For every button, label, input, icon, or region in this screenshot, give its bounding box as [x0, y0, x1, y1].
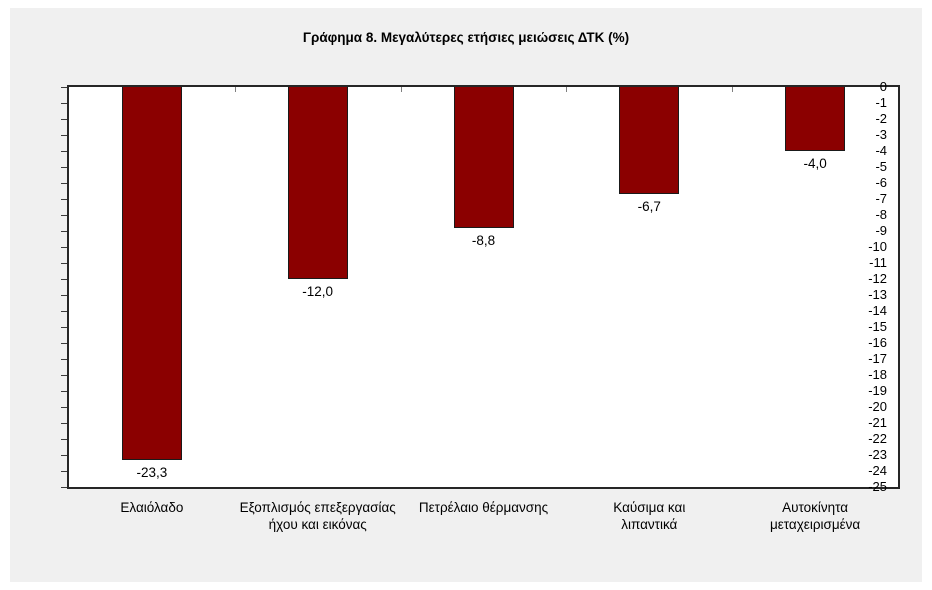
x-axis-category-label: Εξοπλισμός επεξεργασίας ήχου και εικόνας	[239, 500, 396, 532]
bar-value-label: -12,0	[302, 284, 334, 299]
y-axis-tick	[61, 390, 67, 392]
bar-value-label: -23,3	[136, 464, 168, 480]
y-axis-tick-label: -21	[868, 415, 887, 430]
y-axis-tick	[61, 262, 67, 264]
y-axis-tick-label: -13	[868, 287, 887, 302]
x-axis-category-label: Αυτοκίνητα μεταχειρισμένα	[769, 500, 861, 532]
chart-container: Γράφημα 8. Μεγαλύτερες ετήσιες μειώσεις …	[10, 8, 922, 582]
y-axis-tick-label: -22	[868, 431, 887, 446]
y-axis-tick	[61, 310, 67, 312]
y-axis-tick-label: -14	[868, 303, 887, 318]
x-axis-category-label: Πετρέλαιο θέρμανσης	[418, 500, 549, 515]
bar-1	[121, 87, 182, 460]
y-axis-tick	[61, 294, 67, 296]
y-axis-tick-label: -18	[868, 367, 887, 382]
y-axis-tick-label: -16	[868, 335, 887, 350]
y-axis-tick-label: -24	[868, 463, 887, 478]
x-axis-boundary-tick	[732, 87, 734, 92]
x-axis-labels: Ελαιόλαδο Εξοπλισμός επεξεργασίας ήχου κα…	[69, 499, 898, 543]
y-axis-tick	[61, 86, 67, 88]
y-axis-tick-label: -17	[868, 351, 887, 366]
y-axis-tick-label: -20	[868, 399, 887, 414]
bar-4	[619, 87, 680, 195]
y-axis-tick-label: -9	[875, 223, 887, 238]
y-axis-tick	[61, 358, 67, 360]
y-axis-tick	[61, 230, 67, 232]
y-axis-tick-label: -7	[875, 191, 887, 206]
y-axis-tick	[61, 278, 67, 280]
y-axis-tick-label: -4	[875, 143, 887, 158]
y-axis-tick	[61, 422, 67, 424]
y-axis-tick	[61, 438, 67, 440]
bar-value-label: -6,7	[637, 199, 661, 215]
y-axis-tick	[61, 102, 67, 104]
y-axis-tick-label: -6	[875, 175, 887, 190]
y-axis-tick-label: -8	[875, 207, 887, 222]
y-axis-tick	[61, 326, 67, 328]
bar-value-label: -8,8	[471, 232, 496, 248]
y-axis-tick	[61, 454, 67, 456]
y-axis-tick	[61, 486, 67, 488]
y-axis-tick	[61, 214, 67, 216]
plot-area: 0 -1 -2 -3 -4 -5 -6 -7 -8 -9 -10 -11 -12 -13 -14 -15 -16…	[61, 79, 900, 494]
x-axis-category-label: Καύσιμα και λιπαντικά	[613, 500, 686, 532]
x-axis-boundary-tick	[566, 87, 568, 92]
y-axis-tick	[61, 470, 67, 472]
y-axis-tick-label: -2	[875, 111, 887, 126]
y-axis-tick-label: -25	[868, 479, 887, 494]
y-axis-tick-label: -23	[868, 447, 887, 462]
chart-title: Γράφημα 8. Μεγαλύτερες ετήσιες μειώσεις …	[302, 30, 630, 45]
y-axis-tick-label: -11	[869, 255, 887, 270]
y-axis-tick-label: -5	[875, 159, 887, 174]
bar-5	[785, 87, 846, 151]
y-axis-tick-label: -1	[875, 95, 887, 110]
bar-3	[453, 87, 514, 228]
y-axis-tick	[61, 198, 67, 200]
y-axis-tick	[61, 182, 67, 184]
bar-2	[287, 87, 348, 279]
y-axis-tick	[61, 374, 67, 376]
x-axis-boundary-tick	[400, 87, 402, 92]
bar-value-label: -4,0	[803, 156, 827, 171]
y-axis-tick-label: -10	[868, 239, 887, 254]
y-axis-tick-label: -3	[875, 127, 887, 142]
x-axis-category-label: Ελαιόλαδο	[120, 500, 184, 515]
x-axis-boundary-tick	[234, 87, 236, 92]
y-axis-tick-label: -15	[868, 319, 887, 334]
y-axis-tick	[61, 342, 67, 344]
y-axis-tick	[61, 406, 67, 408]
y-axis-tick	[61, 118, 67, 120]
y-axis-tick-label: 0	[879, 79, 887, 94]
y-axis-tick-label: -12	[868, 271, 887, 286]
y-axis-tick	[61, 150, 67, 152]
y-axis-tick	[61, 134, 67, 136]
y-axis-tick-label: -19	[868, 383, 887, 398]
y-axis-tick	[61, 246, 67, 248]
y-axis-tick	[61, 166, 67, 168]
